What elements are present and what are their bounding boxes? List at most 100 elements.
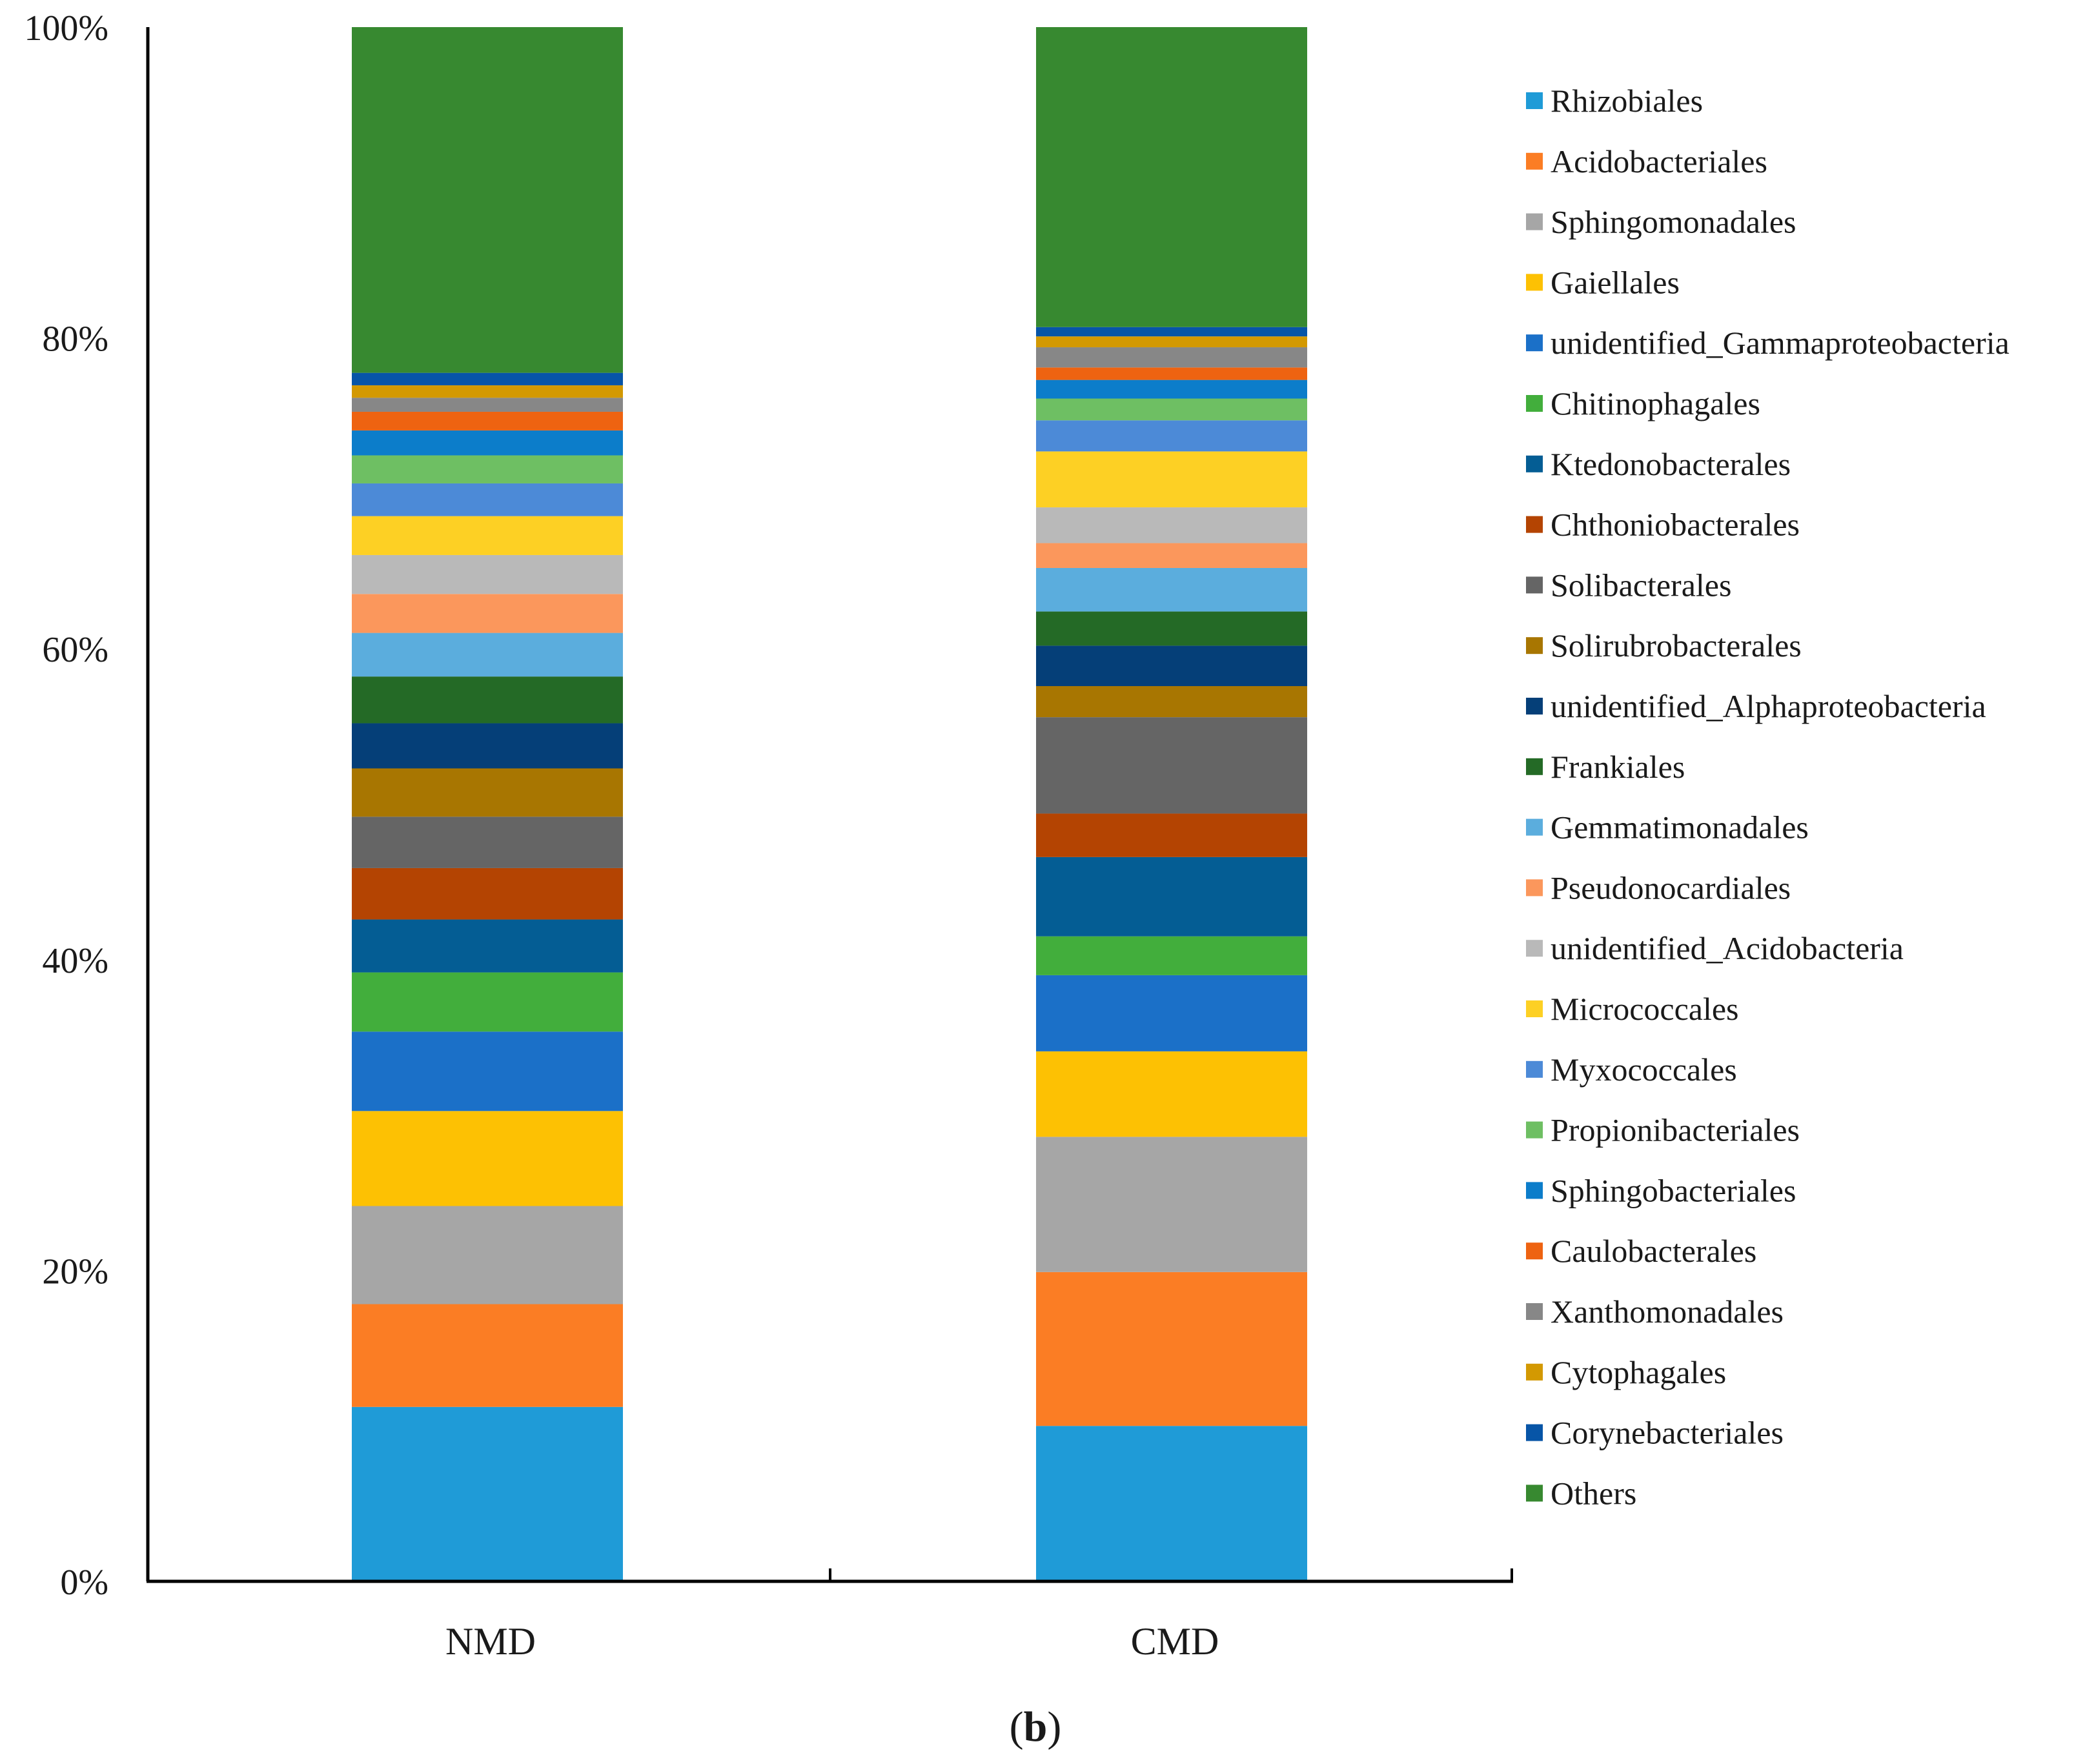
bar-segment-nmd-gaiellales [352,1111,623,1206]
y-tick-label: 80% [42,319,108,360]
panel-label-letter: b [1024,1703,1048,1750]
legend-label-xanthomonadales: Xanthomonadales [1551,1293,1784,1330]
bar-segment-cmd-myxococcales [1036,420,1307,452]
legend-swatch-corynebacteriales [1526,1424,1543,1441]
bars-layer [352,27,1307,1581]
legend-label-corynebacteriales: Corynebacteriales [1551,1415,1784,1451]
legend-label-gemmatimonadales: Gemmatimonadales [1551,809,1809,846]
legend-label-rhizobiales: Rhizobiales [1551,83,1703,119]
bar-segment-cmd-corynebacteriales [1036,327,1307,337]
bar-segment-nmd-myxococcales [352,483,623,516]
bar-segment-cmd-pseudonocardiales [1036,543,1307,568]
bar-segment-cmd-cytophagales [1036,336,1307,348]
bar-segment-cmd-caulobacterales [1036,367,1307,380]
bar-segment-cmd-others [1036,27,1307,327]
bar-segment-cmd-propionibacteriales [1036,398,1307,421]
legend-swatch-rhizobiales [1526,92,1543,109]
legend-swatch-solirubrobacterales [1526,637,1543,654]
legend: Rhizobiales Acidobacteriales Sphingomonada… [1526,83,2010,1511]
bar-segment-nmd-chthoniobacterales [352,867,623,920]
panel-label-close: ) [1047,1703,1061,1750]
bar-segment-nmd-frankiales [352,676,623,724]
legend-swatch-unidentified-gammaproteobacteria [1526,334,1543,352]
legend-label-micrococcales: Micrococcales [1551,991,1739,1027]
legend-label-unidentified-alphaproteobacteria: unidentified_Alphaproteobacteria [1551,688,1986,724]
bar-segment-nmd-others [352,27,623,373]
legend-label-solibacterales: Solibacterales [1551,567,1731,603]
bar-segment-cmd-gaiellales [1036,1051,1307,1137]
legend-swatch-solibacterales [1526,576,1543,594]
legend-swatch-micrococcales [1526,1000,1543,1017]
legend-label-pseudonocardiales: Pseudonocardiales [1551,869,1791,906]
bar-segment-cmd-rhizobiales [1036,1426,1307,1581]
legend-swatch-caulobacterales [1526,1242,1543,1260]
bar-segment-nmd-rhizobiales [352,1406,623,1581]
bar-segment-nmd-solibacterales [352,816,623,868]
bar-segment-nmd-solirubrobacterales [352,768,623,817]
bar-segment-cmd-sphingomonadales [1036,1137,1307,1272]
legend-label-frankiales: Frankiales [1551,749,1685,785]
legend-swatch-gemmatimonadales [1526,818,1543,836]
panel-label: (b) [1010,1703,1062,1750]
legend-swatch-sphingomonadales [1526,213,1543,230]
bar-segment-nmd-gemmatimonadales [352,633,623,677]
bar-segment-cmd-frankiales [1036,611,1307,646]
legend-swatch-propionibacteriales [1526,1121,1543,1139]
legend-swatch-frankiales [1526,758,1543,775]
x-tick-label-cmd: CMD [1131,1620,1219,1663]
bar-segment-cmd-chitinophagales [1036,936,1307,975]
bar-segment-cmd-unidentified-alphaproteobacteria [1036,645,1307,686]
bar-segment-cmd-gemmatimonadales [1036,567,1307,612]
legend-label-ktedonobacterales: Ktedonobacterales [1551,446,1791,482]
legend-swatch-pseudonocardiales [1526,879,1543,897]
axes [146,27,1513,1583]
legend-swatch-sphingobacteriales [1526,1182,1543,1199]
legend-label-propionibacteriales: Propionibacteriales [1551,1112,1800,1148]
legend-label-unidentified-acidobacteria: unidentified_Acidobacteria [1551,930,1904,966]
bar-segment-cmd-ktedonobacterales [1036,857,1307,937]
legend-label-acidobacteriales: Acidobacteriales [1551,143,1767,179]
legend-label-sphingomonadales: Sphingomonadales [1551,204,1796,240]
legend-label-sphingobacteriales: Sphingobacteriales [1551,1172,1796,1208]
bar-segment-nmd-chitinophagales [352,972,623,1032]
bar-segment-cmd-unidentified-gammaproteobacteria [1036,975,1307,1051]
y-tick-label: 100% [24,8,108,48]
y-tick-label: 60% [42,630,108,670]
panel-label-open: ( [1010,1703,1024,1750]
legend-swatch-chthoniobacterales [1526,516,1543,533]
bar-segment-nmd-sphingobacteriales [352,430,623,456]
legend-swatch-ktedonobacterales [1526,455,1543,472]
bar-segment-cmd-sphingobacteriales [1036,380,1307,399]
bar-segment-cmd-xanthomonadales [1036,347,1307,368]
legend-swatch-others [1526,1485,1543,1502]
y-tick-labels: 0% 20% 40% 60% 80% 100% [24,8,108,1603]
legend-swatch-cytophagales [1526,1363,1543,1381]
legend-swatch-xanthomonadales [1526,1303,1543,1320]
bar-segment-nmd-sphingomonadales [352,1206,623,1304]
legend-swatch-gaiellales [1526,274,1543,291]
bar-segment-nmd-micrococcales [352,516,623,555]
x-tick-label-nmd: NMD [445,1620,536,1663]
legend-swatch-acidobacteriales [1526,152,1543,170]
legend-label-chthoniobacterales: Chthoniobacterales [1551,507,1800,543]
bar-segment-nmd-caulobacterales [352,411,623,431]
legend-swatch-unidentified-acidobacteria [1526,940,1543,957]
legend-label-solirubrobacterales: Solirubrobacterales [1551,627,1802,664]
y-tick-label: 20% [42,1252,108,1292]
bar-segment-nmd-propionibacteriales [352,455,623,483]
bar-segment-cmd-micrococcales [1036,451,1307,508]
legend-label-chitinophagales: Chitinophagales [1551,385,1760,421]
legend-label-unidentified-gammaproteobacteria: unidentified_Gammaproteobacteria [1551,325,2010,361]
bar-segment-cmd-acidobacteriales [1036,1272,1307,1426]
legend-label-myxococcales: Myxococcales [1551,1051,1737,1088]
bar-segment-nmd-unidentified-acidobacteria [352,554,623,594]
legend-swatch-myxococcales [1526,1060,1543,1078]
bar-segment-nmd-xanthomonadales [352,398,623,412]
bar-segment-nmd-cytophagales [352,385,623,398]
bar-segment-nmd-ktedonobacterales [352,919,623,973]
bar-segment-cmd-solibacterales [1036,717,1307,814]
bar-segment-nmd-unidentified-gammaproteobacteria [352,1031,623,1111]
legend-swatch-unidentified-alphaproteobacteria [1526,698,1543,715]
legend-label-gaiellales: Gaiellales [1551,264,1680,300]
